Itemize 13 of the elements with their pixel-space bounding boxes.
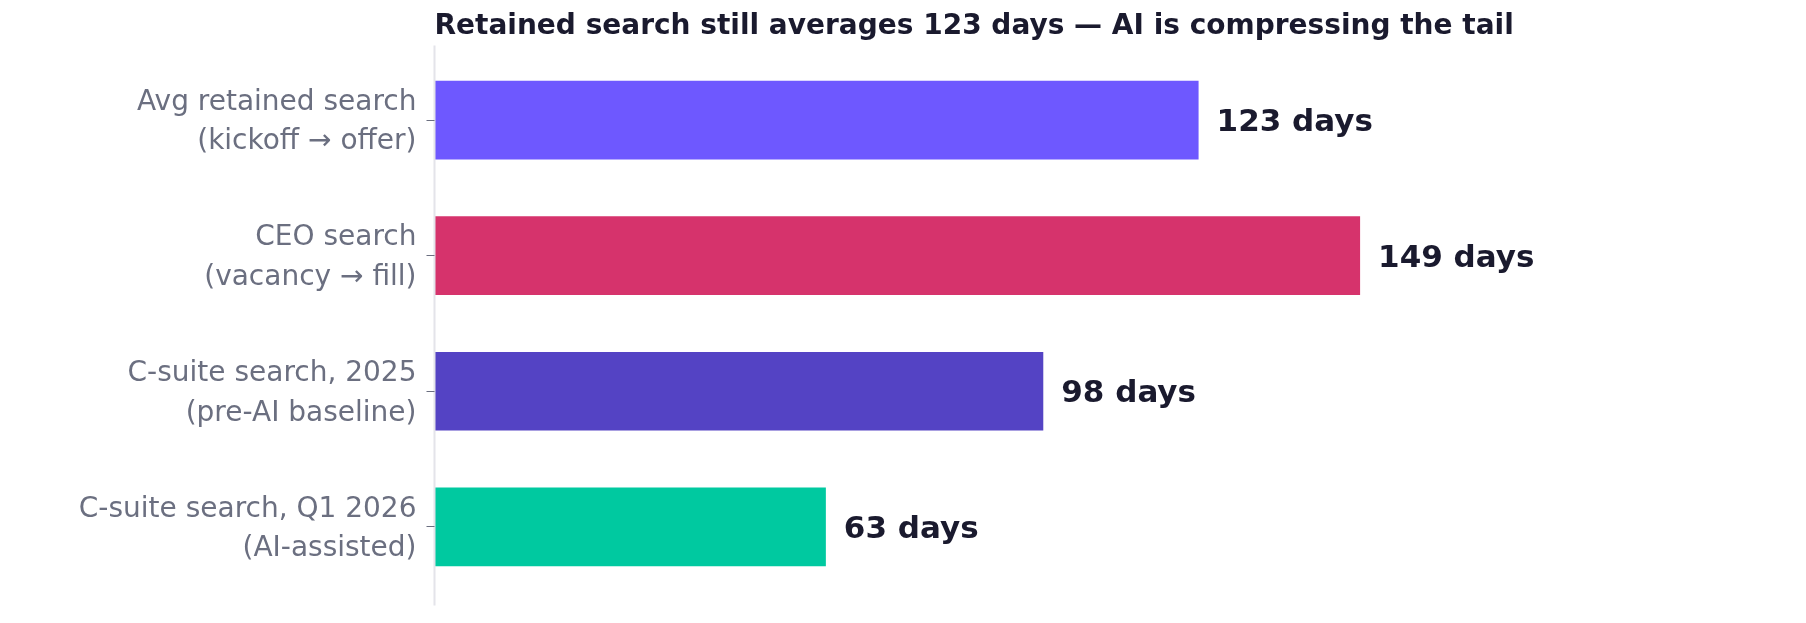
y-tick-label: CEO search (vacancy → fill) (204, 219, 417, 292)
bar (434, 351, 1044, 431)
y-tick-label: C-suite search, 2025 (pre-AI baseline) (127, 354, 417, 428)
data-label: 123 days (1216, 102, 1373, 139)
bar (434, 487, 826, 567)
bar (434, 80, 1199, 160)
bar (434, 216, 1361, 295)
data-label: 98 days (1061, 373, 1197, 410)
y-tick-label: C-suite search, Q1 2026 (AI-assisted) (78, 490, 417, 564)
data-label: 149 days (1378, 237, 1535, 274)
y-tick-label: Avg retained search (kickoff → offer) (137, 83, 417, 157)
chart-title: Retained search still averages 123 days — AI is compressing the tail (434, 7, 1514, 41)
data-label: 63 days (843, 508, 979, 545)
